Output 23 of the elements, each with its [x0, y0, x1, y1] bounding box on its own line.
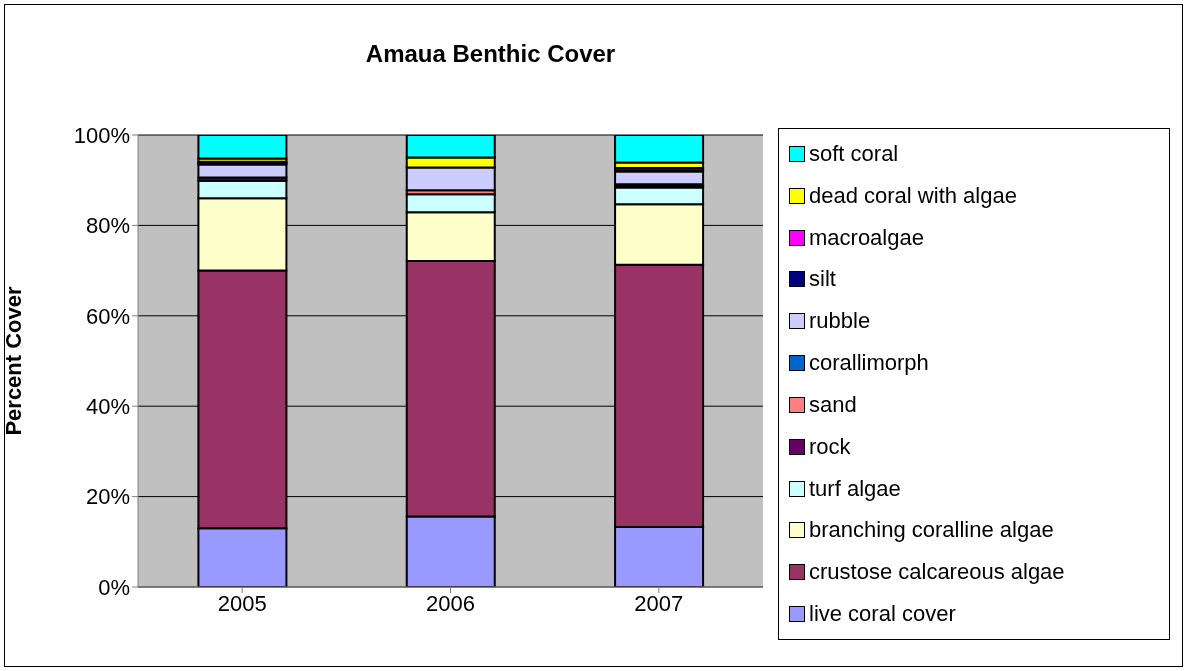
chart-title: Amaua Benthic Cover: [364, 40, 617, 68]
y-tick-label: 80%: [85, 213, 130, 239]
legend-label: macroalgae: [809, 224, 924, 251]
x-tick-label: 2005: [217, 590, 267, 616]
y-tick-label: 0%: [98, 574, 130, 600]
legend-label: corallimorph: [809, 350, 929, 377]
legend-label: turf algae: [809, 475, 901, 502]
y-axis-title: Percent Cover: [0, 285, 26, 436]
legend-label: crustose calcareous algae: [809, 559, 1065, 586]
legend-label: rubble: [809, 308, 871, 335]
y-tick-label: 60%: [85, 303, 130, 329]
legend-label: silt: [809, 266, 836, 293]
legend-label: rock: [809, 433, 851, 460]
legend-label: sand: [809, 391, 857, 418]
legend-label: soft coral: [809, 140, 899, 167]
y-tick-label: 100%: [73, 122, 130, 148]
y-tick-label: 40%: [85, 394, 130, 420]
y-tick-label: 20%: [85, 484, 130, 510]
x-tick-label: 2006: [426, 590, 475, 616]
legend-label: branching coralline algae: [809, 517, 1054, 544]
legend-label: live coral cover: [809, 601, 956, 628]
legend-label: dead coral with algae: [809, 182, 1017, 209]
x-tick-label: 2007: [634, 590, 684, 616]
